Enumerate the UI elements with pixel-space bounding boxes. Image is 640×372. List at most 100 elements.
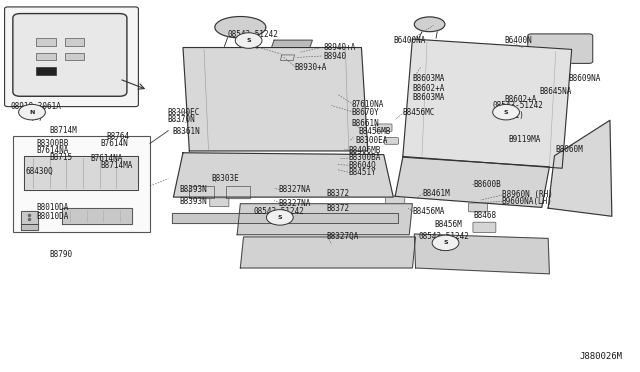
Text: B8370N: B8370N — [167, 115, 195, 124]
Text: B8393N: B8393N — [180, 185, 207, 194]
FancyBboxPatch shape — [285, 65, 298, 71]
Text: B8602+A: B8602+A — [412, 84, 445, 93]
Text: B8960N (RH): B8960N (RH) — [502, 190, 552, 199]
Text: S: S — [278, 215, 282, 220]
Text: J880026M: J880026M — [580, 352, 623, 361]
Text: B8010DA: B8010DA — [36, 212, 69, 221]
Text: B8609NA: B8609NA — [568, 74, 601, 83]
Polygon shape — [226, 186, 250, 198]
Text: B8451Y: B8451Y — [349, 168, 376, 177]
Ellipse shape — [215, 16, 266, 38]
Polygon shape — [24, 157, 138, 190]
FancyBboxPatch shape — [468, 203, 488, 212]
Text: 08543-51242
(1): 08543-51242 (1) — [228, 31, 278, 50]
Text: B8300BA: B8300BA — [349, 153, 381, 163]
Text: B8327QA: B8327QA — [326, 232, 359, 241]
Polygon shape — [271, 40, 312, 48]
Text: B9119MA: B9119MA — [508, 135, 540, 144]
Text: B8372: B8372 — [326, 189, 349, 198]
Polygon shape — [183, 48, 368, 151]
Circle shape — [493, 105, 520, 120]
Polygon shape — [172, 212, 397, 223]
Text: B6400NA: B6400NA — [394, 36, 426, 45]
Polygon shape — [173, 153, 394, 197]
Text: B8461M: B8461M — [422, 189, 450, 198]
Text: 68430Q: 68430Q — [26, 167, 53, 176]
FancyBboxPatch shape — [528, 34, 593, 63]
Text: B8393N: B8393N — [180, 197, 207, 206]
Text: B8715: B8715 — [49, 153, 72, 162]
FancyBboxPatch shape — [385, 138, 398, 144]
Polygon shape — [62, 208, 132, 224]
Text: B8327NA: B8327NA — [278, 199, 311, 208]
FancyBboxPatch shape — [269, 57, 284, 64]
Polygon shape — [241, 237, 415, 268]
Text: B7614NA: B7614NA — [36, 146, 69, 155]
FancyBboxPatch shape — [376, 124, 392, 131]
Polygon shape — [403, 39, 572, 168]
FancyBboxPatch shape — [210, 198, 229, 207]
Text: B8456MC: B8456MC — [403, 108, 435, 117]
Text: 08543-51242
(2): 08543-51242 (2) — [419, 232, 470, 252]
Text: 88940+A: 88940+A — [323, 43, 356, 52]
Text: B8406MB: B8406MB — [349, 146, 381, 155]
Text: B8764: B8764 — [106, 132, 130, 141]
Text: B8456MB: B8456MB — [358, 127, 390, 136]
Text: N: N — [29, 110, 35, 115]
Text: B8603MA: B8603MA — [412, 93, 445, 102]
Circle shape — [19, 105, 45, 120]
Text: B8456M: B8456M — [435, 220, 463, 229]
Text: B6400N: B6400N — [505, 36, 532, 45]
FancyBboxPatch shape — [386, 196, 404, 205]
Text: B8300BB: B8300BB — [36, 139, 69, 148]
Circle shape — [266, 210, 293, 225]
Text: B8303E: B8303E — [212, 174, 239, 183]
Polygon shape — [395, 157, 549, 208]
Text: B8714M: B8714M — [49, 126, 77, 135]
Bar — [36, 38, 56, 46]
Text: B8456MA: B8456MA — [412, 207, 445, 217]
FancyBboxPatch shape — [457, 182, 474, 189]
Polygon shape — [548, 120, 612, 216]
Text: B7614N: B7614N — [100, 139, 128, 148]
Text: B8300EC: B8300EC — [167, 108, 200, 117]
FancyBboxPatch shape — [473, 222, 496, 232]
Polygon shape — [237, 204, 412, 235]
Polygon shape — [280, 55, 294, 61]
Text: B9600NA(LH): B9600NA(LH) — [502, 197, 552, 206]
Polygon shape — [20, 224, 38, 230]
Text: 08543-51242
(1): 08543-51242 (1) — [492, 100, 543, 120]
Polygon shape — [414, 234, 549, 274]
Text: B8327NA: B8327NA — [278, 185, 311, 194]
Ellipse shape — [414, 17, 445, 32]
Text: B8714MA: B8714MA — [100, 161, 132, 170]
Text: B8361N: B8361N — [172, 127, 200, 136]
Bar — [65, 38, 84, 46]
Text: B8661N: B8661N — [352, 119, 380, 128]
Text: 87610NA: 87610NA — [352, 100, 384, 109]
Text: B7614NA: B7614NA — [91, 154, 123, 163]
FancyBboxPatch shape — [13, 13, 127, 96]
Text: B8602+A: B8602+A — [505, 95, 537, 104]
Text: B8468: B8468 — [473, 211, 496, 220]
Text: B8600B: B8600B — [473, 180, 500, 189]
FancyBboxPatch shape — [186, 185, 205, 193]
Bar — [13, 136, 150, 232]
Bar — [36, 67, 56, 75]
Text: B8790: B8790 — [49, 250, 72, 259]
Text: B8060M: B8060M — [556, 145, 584, 154]
Bar — [65, 53, 84, 61]
Text: B8604Q: B8604Q — [349, 161, 376, 170]
Text: B8940: B8940 — [323, 52, 346, 61]
Text: S: S — [246, 38, 251, 43]
Polygon shape — [20, 211, 38, 224]
FancyBboxPatch shape — [4, 7, 138, 107]
Text: 08543-51242
(2): 08543-51242 (2) — [253, 206, 304, 226]
Polygon shape — [189, 186, 214, 198]
Circle shape — [432, 235, 459, 251]
Text: S: S — [504, 110, 508, 115]
Text: B8010DA: B8010DA — [36, 203, 69, 212]
Text: 08918-3061A
(2): 08918-3061A (2) — [11, 102, 62, 122]
Text: B8603MA: B8603MA — [412, 74, 445, 83]
Text: B8670Y: B8670Y — [352, 108, 380, 117]
